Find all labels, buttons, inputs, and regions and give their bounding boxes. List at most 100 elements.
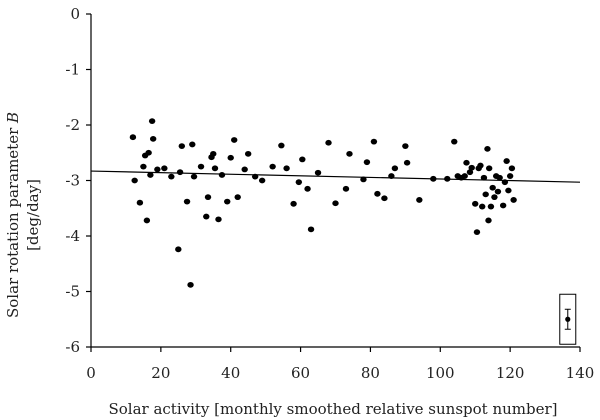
data-point <box>506 173 514 179</box>
data-point <box>140 163 147 170</box>
data-point <box>480 174 488 181</box>
data-point <box>215 216 222 223</box>
data-point <box>203 213 210 220</box>
x-tick-label: 0 <box>86 364 96 382</box>
error-bar-legend <box>559 293 577 345</box>
y-tick-label: -5 <box>65 283 80 301</box>
x-tick-label: 60 <box>291 364 310 382</box>
error-bar-point <box>565 316 571 322</box>
data-point <box>189 141 196 148</box>
data-point <box>485 217 492 224</box>
data-point <box>204 194 212 201</box>
x-tick-label: 40 <box>221 364 240 382</box>
data-point <box>391 165 399 172</box>
data-point <box>473 229 481 236</box>
data-point <box>314 169 322 176</box>
data-point <box>283 165 290 172</box>
data-point <box>210 150 217 157</box>
data-point <box>251 173 259 180</box>
data-point <box>304 185 311 192</box>
y-axis-title-line1: Solar rotation parameter B <box>4 112 22 318</box>
data-point <box>325 139 332 146</box>
data-point <box>136 199 144 206</box>
data-point <box>332 200 339 207</box>
x-tick-label: 140 <box>566 364 595 382</box>
data-point <box>224 198 231 205</box>
x-tick-label: 20 <box>151 364 170 382</box>
data-point <box>444 175 451 182</box>
data-point <box>290 200 297 207</box>
x-tick-label: 80 <box>361 364 380 382</box>
data-point <box>244 150 252 157</box>
data-point <box>149 135 157 142</box>
data-point <box>187 281 194 288</box>
ticks-group: 0 20 40 60 80 100 120 140 0 -1 -2 -3 -4 -5 -6 <box>65 5 594 382</box>
data-point <box>175 246 182 253</box>
data-point <box>472 200 479 207</box>
data-point <box>269 163 276 170</box>
data-point <box>299 156 306 163</box>
data-point <box>501 179 509 186</box>
data-point <box>211 165 219 172</box>
data-point <box>148 118 156 125</box>
points-group <box>129 118 517 288</box>
data-point <box>241 166 248 173</box>
data-point <box>307 226 315 233</box>
data-point <box>487 203 495 210</box>
data-point <box>154 166 161 173</box>
data-point <box>489 184 496 191</box>
data-point <box>145 149 152 156</box>
data-point <box>346 150 353 157</box>
y-tick-label: -4 <box>65 227 80 245</box>
data-point <box>508 165 516 172</box>
y-tick-label: 0 <box>70 5 80 23</box>
data-point <box>147 172 154 178</box>
data-point <box>374 190 381 197</box>
data-point <box>143 217 151 224</box>
data-point <box>503 158 510 164</box>
data-point <box>494 188 502 195</box>
data-point <box>510 197 517 203</box>
data-point <box>403 159 411 166</box>
data-point <box>491 194 498 201</box>
data-point <box>363 159 371 166</box>
x-tick-label: 100 <box>426 364 455 382</box>
y-tick-label: -6 <box>65 338 80 356</box>
data-point <box>218 172 226 178</box>
data-point <box>466 169 474 176</box>
data-point <box>227 154 234 161</box>
x-axis-title: Solar activity [monthly smoothed relativ… <box>108 400 557 418</box>
data-point <box>231 137 238 143</box>
y-tick-label: -2 <box>65 116 80 134</box>
data-point <box>416 197 423 203</box>
data-point <box>168 173 175 180</box>
x-tick-label: 120 <box>496 364 525 382</box>
data-point <box>484 145 491 152</box>
y-tick-label: -1 <box>65 61 80 79</box>
data-point <box>370 138 378 145</box>
data-point <box>278 142 285 149</box>
data-point <box>342 185 350 192</box>
data-point <box>499 202 507 209</box>
data-point <box>381 195 388 202</box>
data-point <box>161 165 168 172</box>
y-axis-title-line2: [deg/day] <box>24 179 42 251</box>
data-point <box>505 187 512 194</box>
data-point <box>479 203 486 210</box>
y-tick-label: -3 <box>65 172 80 190</box>
data-point <box>197 163 205 170</box>
data-point <box>388 173 395 179</box>
data-point <box>129 134 137 141</box>
data-point <box>178 143 186 149</box>
data-point <box>234 194 241 201</box>
data-point <box>463 159 470 166</box>
data-point <box>131 177 138 184</box>
data-point <box>482 191 489 198</box>
data-point <box>477 162 484 169</box>
data-point <box>485 165 493 172</box>
data-point <box>461 173 468 179</box>
data-point <box>176 169 184 176</box>
data-point <box>451 138 458 145</box>
data-point <box>295 179 303 186</box>
